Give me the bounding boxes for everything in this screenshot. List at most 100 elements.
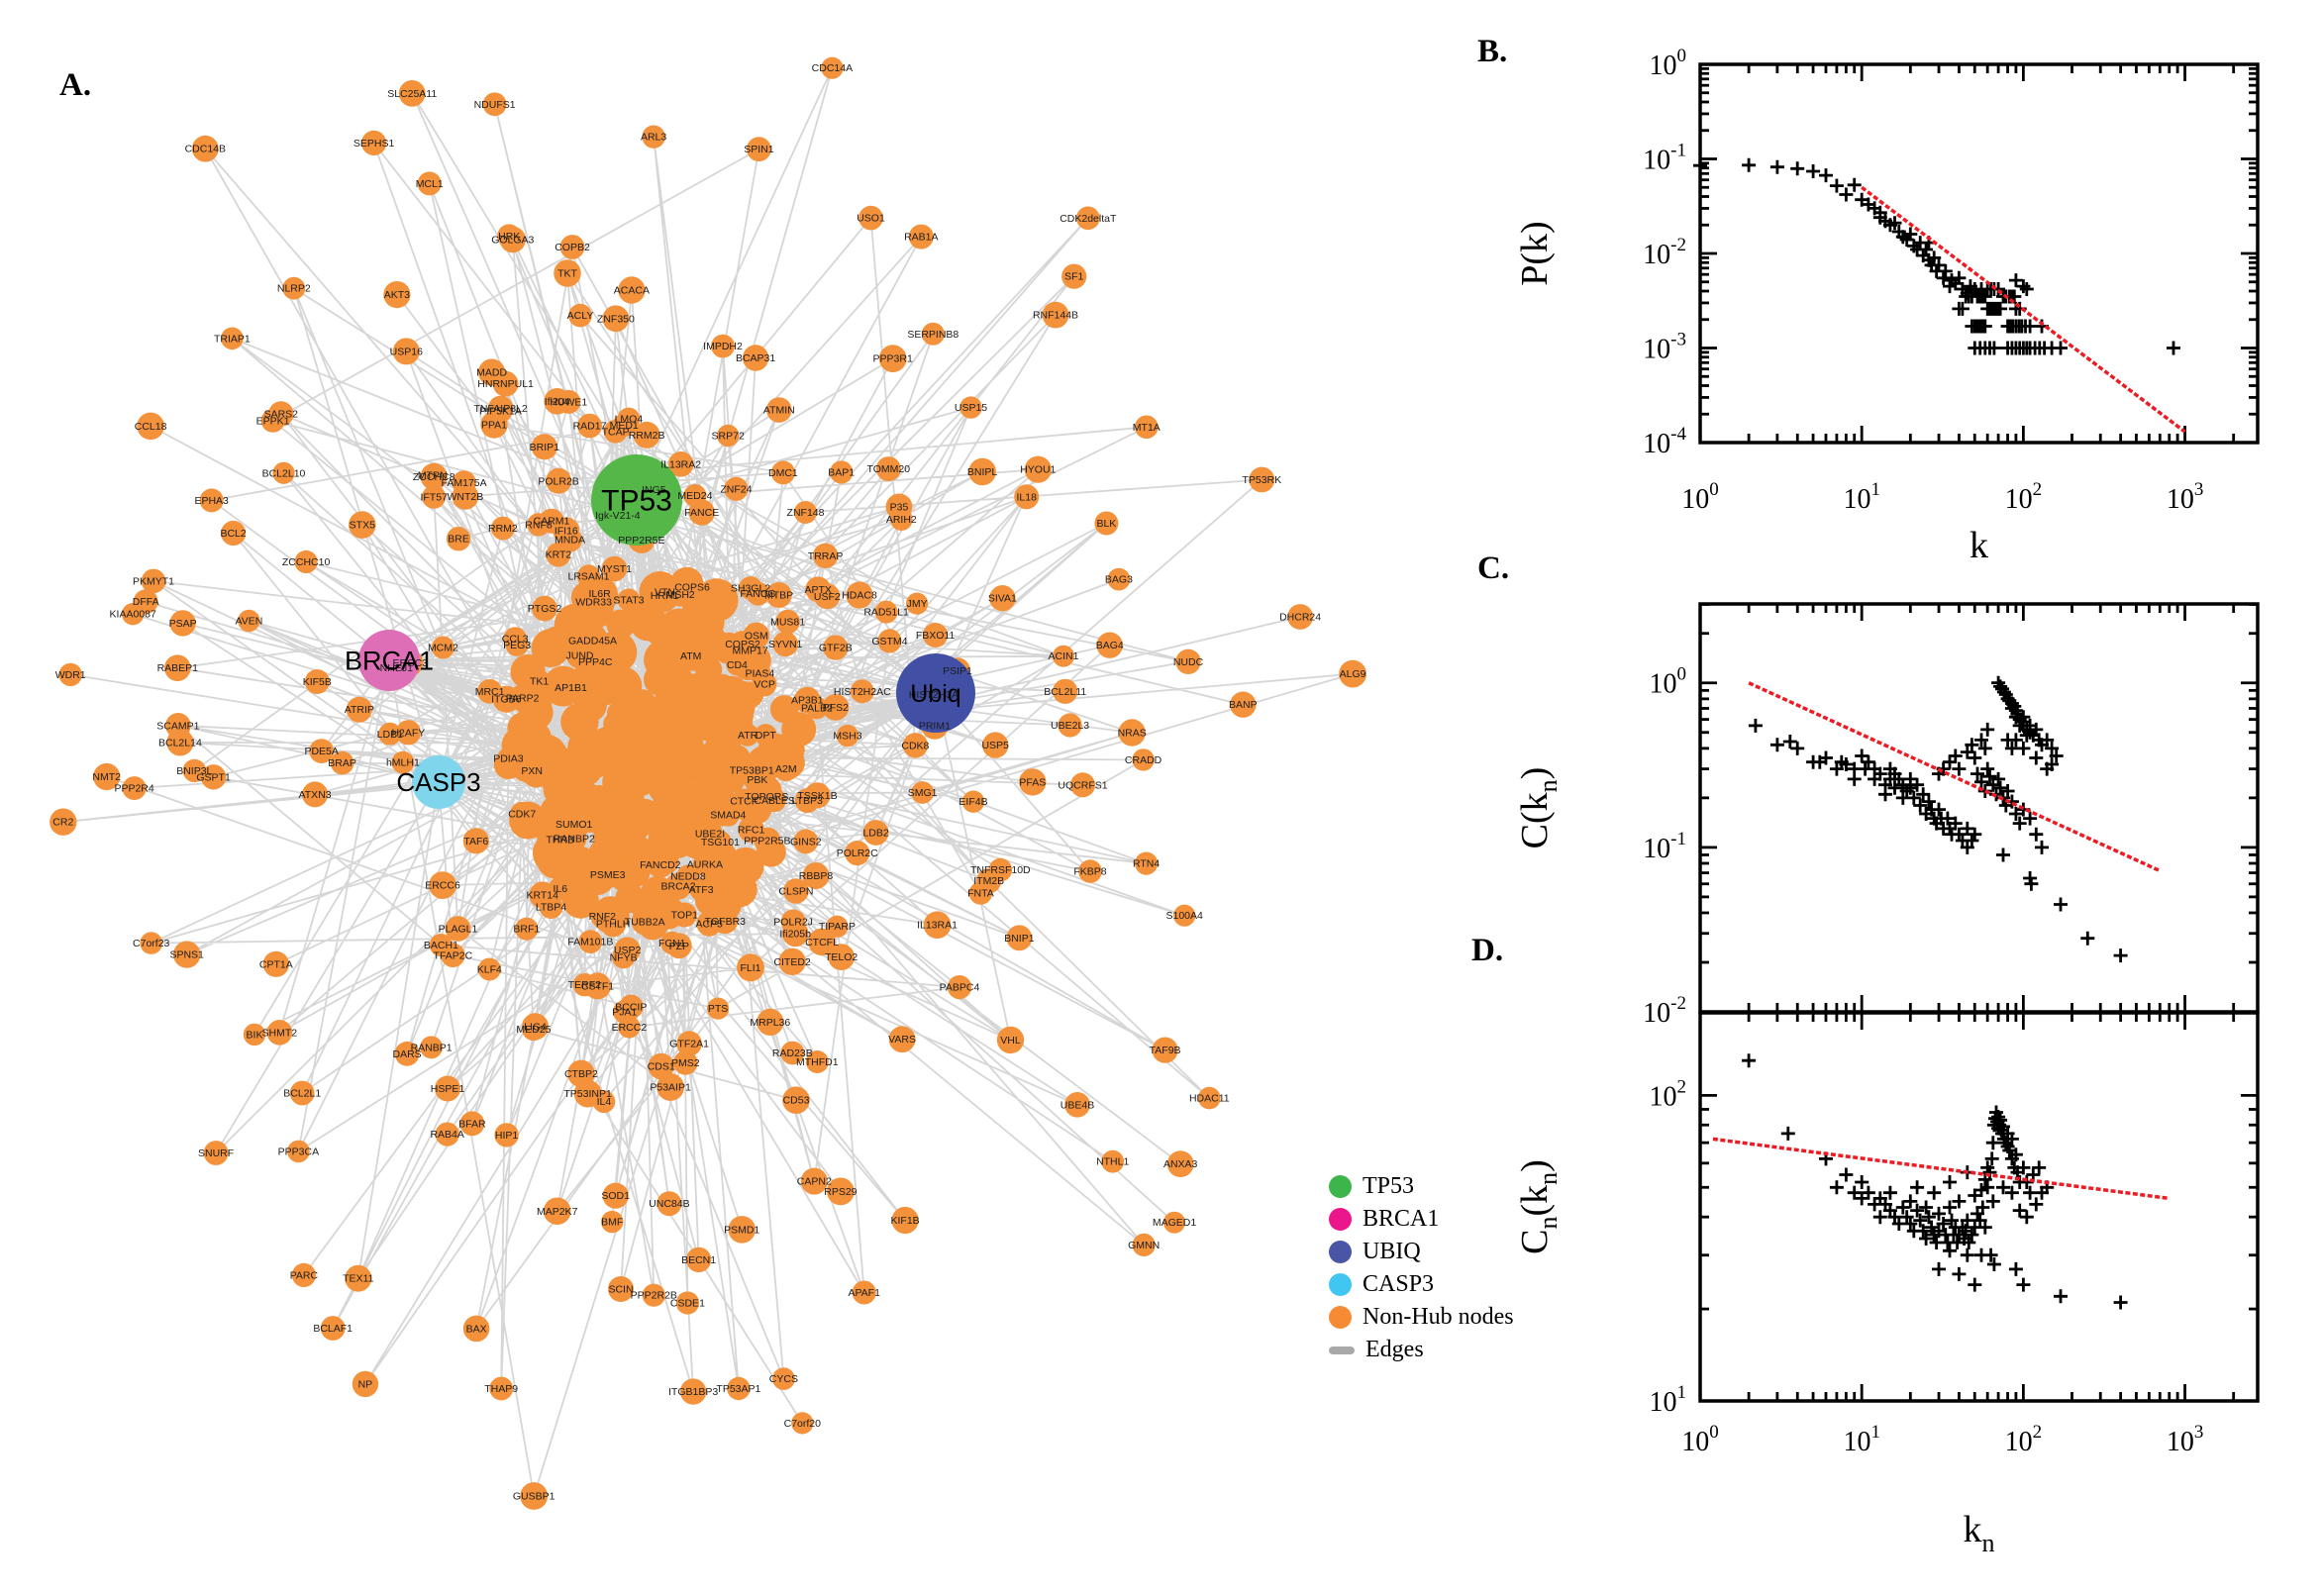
gene-label: TP53BP1 (730, 765, 774, 777)
gene-node (656, 1073, 684, 1101)
gene-node (778, 948, 806, 975)
gene-node (923, 623, 949, 648)
plot-area: 100 10-1 10-2 C(kn) (1514, 602, 2260, 1029)
gene-label: MRC1 (475, 686, 505, 698)
gene-label: HRK (498, 231, 520, 243)
gene-node (420, 1036, 443, 1059)
gene-node (805, 1050, 829, 1073)
gene-label: WDR1 (55, 669, 86, 681)
gene-label: RANBP1 (411, 1042, 453, 1053)
gene-label: IFI16 (555, 525, 578, 537)
gene-label: HIST2H2AC (834, 686, 891, 698)
gene-label: CDC14A (812, 62, 853, 74)
gene-node (266, 1020, 293, 1046)
gene-label: VHL (1000, 1035, 1021, 1047)
gene-label: ARIH2 (886, 514, 917, 526)
gene-label: SMG1 (908, 787, 938, 799)
gene-label: RRM2B (629, 430, 665, 442)
gene-node (383, 281, 411, 309)
gene-label: ATF3 (689, 884, 714, 896)
gene-label: SUMO1 (556, 819, 593, 831)
gene-label: FANCD2 (640, 859, 681, 871)
gene-node (877, 629, 902, 653)
gene-label: KRT14 (526, 890, 558, 902)
gene-label: PDIA3 (493, 753, 524, 765)
gene-label: UBE4B (1060, 1099, 1094, 1111)
legend-color-swatch (1329, 1241, 1352, 1263)
gene-node (1094, 511, 1119, 536)
gene-label: RNF8 (525, 519, 553, 531)
gene-label: BCL2L10 (262, 467, 306, 479)
gene-node (772, 1367, 795, 1390)
gene-node (613, 1000, 637, 1024)
gene-label: CRADD (1125, 754, 1162, 766)
gene-label: RNF144B (1033, 310, 1078, 322)
gene-label: BAP1 (828, 467, 855, 479)
gene-label: FCN1 (658, 938, 686, 949)
legend-label: Edges (1365, 1337, 1424, 1362)
gene-label: C7orf23 (133, 938, 170, 949)
gene-node (122, 776, 147, 801)
gene-label: MCM2 (428, 643, 458, 654)
gene-node (724, 476, 749, 501)
gene-label: IL18 (1016, 491, 1037, 503)
gene-label: SF1 (1064, 271, 1083, 283)
gene-label: JMY (907, 598, 928, 610)
gene-label: BIK (247, 1029, 263, 1041)
tick-label: 10-2 (1643, 993, 1686, 1029)
gene-node (989, 585, 1016, 612)
legend-label: BRCA1 (1363, 1206, 1440, 1232)
gene-node (203, 1141, 229, 1165)
gene-label: UQCRFS1 (1058, 779, 1107, 791)
gene-label: LDB1 (377, 729, 403, 741)
gene-label: DHCR24 (1279, 612, 1321, 624)
gene-node (765, 582, 792, 608)
gene-node (826, 915, 849, 938)
gene-node (719, 744, 752, 776)
gene-node (794, 501, 817, 524)
gene-label: RAB4A (430, 1129, 463, 1141)
gene-label: OSM (745, 631, 768, 643)
gene-label: SPNS1 (169, 949, 204, 961)
gene-label: Igk-V21-4 (595, 510, 641, 522)
gene-label: NDUFS1 (474, 99, 516, 111)
gene-node (769, 695, 799, 724)
gene-label: CTCFL (805, 937, 839, 948)
legend-item-tp53: TP53 (1329, 1170, 1514, 1203)
panel-label-c: C. (1477, 550, 1510, 586)
gene-label: PPP2R5E (618, 535, 664, 547)
gene-label: CAPN2 (797, 1176, 832, 1188)
gene-node (398, 80, 426, 107)
gene-node (656, 1191, 682, 1217)
gene-label: MTHFD1 (796, 1056, 839, 1068)
gene-label: FANCG (740, 588, 775, 600)
gene-node (685, 1247, 712, 1273)
gene-label: ATMIN (763, 405, 795, 417)
hub-label-brca1: BRCA1 (345, 646, 434, 675)
gene-label: MMP17 (733, 645, 768, 656)
gene-node (1101, 1149, 1125, 1173)
plot-frame (1698, 1012, 2260, 1403)
gene-node (262, 950, 289, 977)
gene-node (445, 916, 471, 942)
gene-label: CITED2 (773, 956, 811, 968)
gene-node (968, 457, 996, 486)
gene-label: ITGB1BP3 (668, 1386, 718, 1398)
gene-label: PSME3 (590, 869, 626, 881)
gene-node (1006, 925, 1033, 951)
gene-node (1339, 659, 1366, 688)
gene-label: DFFA (133, 596, 159, 608)
gene-label: PTHLH (596, 919, 630, 931)
gene-node (780, 1041, 805, 1065)
gene-node (1070, 772, 1095, 798)
gene-label: POLR2B (538, 475, 578, 487)
gene-label: MAP2K7 (537, 1206, 578, 1218)
gene-label: TUBB2A (625, 916, 665, 928)
chart-clustering-coefficient: 100 10-1 10-2 C(kn) (1514, 602, 2260, 1029)
gene-label: MADD (476, 367, 507, 379)
gene-node (683, 484, 707, 507)
gene-node (1064, 1092, 1090, 1118)
gene-label: ITM2B (973, 875, 1004, 887)
gene-node (429, 934, 453, 957)
gene-label: STX5 (350, 520, 375, 532)
